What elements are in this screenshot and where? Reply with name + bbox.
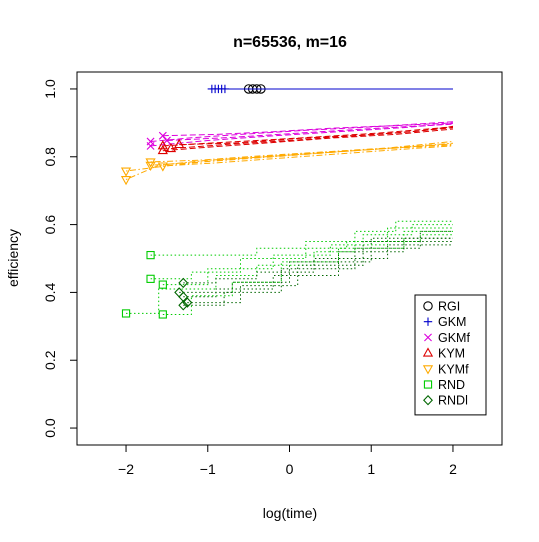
series-gkm: [207, 84, 453, 94]
series-kymf-point: [120, 176, 132, 186]
series-rndl-point: [182, 297, 193, 308]
x-axis: −2 −1 0 1 2: [118, 444, 457, 477]
series-kymf-point: [120, 167, 132, 177]
series-kymf: [120, 141, 454, 186]
series-kym-point: [165, 142, 177, 153]
series-kym-line: [170, 127, 454, 150]
series-gkm-point: [220, 84, 230, 94]
series-rnd-line: [150, 224, 453, 280]
series-kymf-point: [145, 161, 156, 172]
x-tick-label: −1: [200, 461, 216, 477]
legend-marker-rgi: [423, 301, 433, 311]
series-rnd-point: [146, 274, 155, 283]
series-kym-line: [179, 125, 454, 146]
series-gkmf: [146, 121, 454, 150]
legend-marker-rndl: [423, 394, 433, 406]
series-rndl-point: [178, 300, 189, 311]
series-gkmf-point: [146, 141, 155, 150]
legend-label-gkmf: GKMf: [438, 331, 470, 345]
series-rnd-point: [158, 280, 167, 289]
series-rnd-line: [150, 234, 453, 256]
series-kym-line: [162, 128, 454, 152]
series-kymf-line: [125, 144, 454, 172]
y-tick-label: 0.2: [42, 350, 58, 370]
series-kymf-line: [150, 143, 454, 166]
series-kymf-line: [162, 145, 454, 167]
x-tick-label: 2: [449, 461, 457, 477]
y-tick-label: 0.0: [42, 418, 58, 438]
series-rnd-line: [162, 227, 453, 286]
series-gkmf-point: [162, 136, 171, 145]
legend-label-gkm: GKM: [438, 315, 466, 329]
series-rnd: [121, 220, 453, 319]
legend-box: [414, 294, 487, 416]
series-rnd-line: [126, 220, 453, 314]
series-rndl: [174, 230, 453, 311]
series-gkmf-line: [166, 123, 454, 141]
series-rnd-point: [158, 310, 167, 319]
series-rnd-point: [121, 309, 131, 318]
series-rnd-line: [162, 230, 453, 315]
y-axis-label: efficiency: [5, 229, 21, 287]
series-rndl-line: [183, 237, 453, 298]
x-axis-label: log(time): [263, 505, 317, 521]
legend-marker-kymf: [422, 365, 434, 375]
series-kymf-line: [125, 142, 454, 180]
x-tick-label: 1: [367, 461, 375, 477]
y-tick-label: 0.4: [42, 282, 58, 302]
x-tick-label: 0: [286, 461, 294, 477]
series-rndl-line: [187, 241, 453, 304]
series-gkmf-line: [150, 123, 454, 147]
legend-marker-gkm: [423, 317, 433, 326]
series-gkmf-line: [162, 122, 454, 137]
series-rndl-point: [174, 287, 185, 298]
series-kym-point: [174, 138, 185, 149]
series-kymf-line: [150, 141, 454, 163]
series-rndl-point: [178, 277, 189, 289]
y-tick-label: 0.6: [42, 215, 58, 235]
legend-marker-gkmf: [424, 333, 432, 342]
legend-marker-kym: [422, 347, 434, 357]
chart-title: n=65536, m=16: [233, 34, 347, 51]
legend-label-rgi: RGI: [438, 300, 460, 314]
y-tick-label: 0.8: [42, 147, 58, 167]
series-kym-point: [157, 144, 168, 155]
series-kym-point: [157, 140, 168, 150]
legend-label-kym: KYM: [438, 347, 465, 361]
series-kym: [157, 125, 454, 155]
series-rndl-line: [179, 237, 453, 293]
series-rndl-line: [183, 244, 453, 284]
x-tick-label: −2: [118, 461, 134, 477]
legend-label-rndl: RNDl: [438, 394, 468, 408]
legend-marker-rnd: [423, 380, 433, 389]
legend-label-kymf: KYMf: [438, 362, 469, 376]
series-kymf-point: [157, 162, 168, 172]
series-gkmf-line: [150, 121, 454, 142]
series-rnd-point: [146, 250, 155, 260]
legend-label-rnd: RND: [438, 378, 465, 392]
series-layer: [120, 84, 454, 319]
y-tick-label: 1.0: [42, 79, 58, 99]
y-axis: 0.0 0.2 0.4 0.6 0.8 1.0: [42, 79, 78, 438]
